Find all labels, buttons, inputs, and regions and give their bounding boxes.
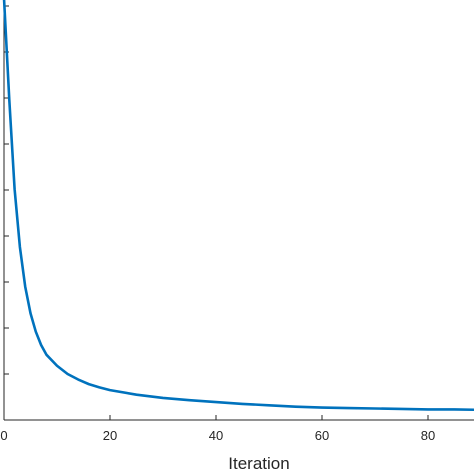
x-tick-label-0: 0 bbox=[0, 428, 7, 443]
x-tick-label-2: 40 bbox=[209, 428, 223, 443]
x-tick-label-3: 60 bbox=[315, 428, 329, 443]
x-axis-label: Iteration bbox=[228, 454, 289, 473]
series-layer bbox=[2, 0, 474, 412]
x-tick-label-1: 20 bbox=[103, 428, 117, 443]
series-line-0 bbox=[2, 0, 474, 412]
axes bbox=[3, 0, 474, 421]
x-tick-label-4: 80 bbox=[421, 428, 435, 443]
tick-labels: 0 20 40 60 80 bbox=[0, 428, 435, 443]
